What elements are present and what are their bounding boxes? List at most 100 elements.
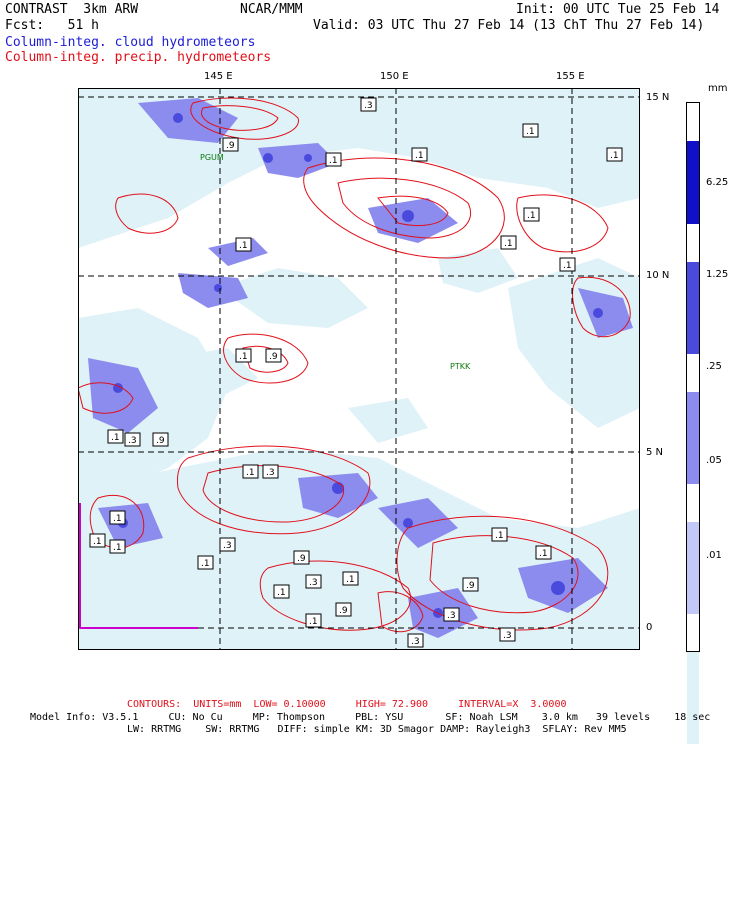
- field-precip-title: Column-integ. precip. hydrometeors: [5, 50, 272, 65]
- svg-text:.1: .1: [495, 531, 504, 541]
- contour-label: .1: [242, 464, 259, 479]
- svg-text:.3: .3: [223, 541, 232, 551]
- map-frame: [78, 88, 640, 650]
- contour-label: .1: [491, 527, 508, 542]
- svg-text:.3: .3: [364, 101, 373, 111]
- colorbar-bin: [687, 141, 699, 224]
- contour-info: CONTOURS: UNITS=mm LOW= 0.10000 HIGH= 72…: [127, 699, 567, 710]
- svg-text:.1: .1: [526, 127, 535, 137]
- colorbar-label-0-05: .05: [706, 455, 722, 466]
- contour-label: .9: [293, 550, 310, 565]
- contour-label: .1: [522, 123, 539, 138]
- contour-label: .1: [325, 152, 342, 167]
- cloud-shading-medium: [88, 98, 633, 638]
- colorbar-label-6-25: 6.25: [706, 177, 729, 188]
- colorbar: [686, 102, 700, 879]
- svg-text:.1: .1: [277, 588, 286, 598]
- svg-text:.3: .3: [503, 631, 512, 641]
- contour-label: .1: [235, 237, 252, 252]
- colorbar-bin: [687, 392, 699, 484]
- contour-label: .3: [407, 633, 424, 648]
- lat-lon-grid: [78, 88, 640, 650]
- lat-label-10n: 10 N: [646, 270, 670, 281]
- svg-text:.1: .1: [93, 537, 102, 547]
- contour-label: .9: [152, 432, 169, 447]
- lat-label-0: 0: [646, 622, 653, 633]
- contour-label: .1: [109, 510, 126, 525]
- svg-text:.3: .3: [411, 637, 420, 647]
- svg-text:.1: .1: [113, 514, 122, 524]
- svg-text:.1: .1: [111, 433, 120, 443]
- model-info-line-2: LW: RRTMG SW: RRTMG DIFF: simple KM: 3D …: [127, 724, 627, 735]
- colorbar-label-0-01: .01: [706, 550, 722, 561]
- svg-text:.3: .3: [128, 436, 137, 446]
- svg-text:.1: .1: [309, 617, 318, 627]
- contour-label: .1: [411, 147, 428, 162]
- svg-text:.1: .1: [329, 156, 338, 166]
- forecast-hour: Fcst: 51 h: [5, 18, 99, 33]
- contour-label: .3: [262, 464, 279, 479]
- contour-label: .3: [360, 97, 377, 112]
- svg-text:.1: .1: [246, 468, 255, 478]
- station-ptkk: PTKK: [450, 362, 471, 371]
- svg-text:.9: .9: [339, 606, 348, 616]
- contour-label: .3: [124, 432, 141, 447]
- svg-text:.1: .1: [113, 543, 122, 553]
- colorbar-bin: [687, 652, 699, 744]
- contour-label: .3: [305, 574, 322, 589]
- contour-label: .1: [235, 348, 252, 363]
- colorbar-bin: [687, 262, 699, 354]
- contour-label: .3: [499, 627, 516, 642]
- svg-text:.9: .9: [156, 436, 165, 446]
- station-pgum: PGUM: [200, 153, 224, 162]
- lat-label-5n: 5 N: [646, 447, 664, 458]
- valid-time: Valid: 03 UTC Thu 27 Feb 14 (13 ChT Thu …: [313, 18, 705, 33]
- svg-text:.1: .1: [563, 261, 572, 271]
- contour-label: .1: [197, 555, 214, 570]
- svg-text:.1: .1: [539, 549, 548, 559]
- colorbar-label-0-25: .25: [706, 361, 722, 372]
- colorbar-bin: [687, 522, 699, 614]
- contour-label: .9: [335, 602, 352, 617]
- contour-label: .1: [535, 545, 552, 560]
- field-cloud-title: Column-integ. cloud hydrometeors: [5, 35, 256, 50]
- svg-text:.9: .9: [466, 581, 475, 591]
- model-info-line-1: Model Info: V3.5.1 CU: No Cu MP: Thompso…: [30, 712, 711, 723]
- lon-label-155: 155 E: [556, 71, 585, 82]
- contour-label: .1: [342, 571, 359, 586]
- contour-label: .3: [219, 537, 236, 552]
- contour-label: .9: [222, 137, 239, 152]
- institution-label: NCAR/MMM: [240, 2, 303, 17]
- svg-text:.1: .1: [201, 559, 210, 569]
- svg-text:.9: .9: [269, 352, 278, 362]
- contour-label: .1: [109, 539, 126, 554]
- svg-text:.3: .3: [447, 611, 456, 621]
- contour-label: .1: [559, 257, 576, 272]
- contour-label: .1: [500, 235, 517, 250]
- contour-label: .1: [523, 207, 540, 222]
- contour-label: .1: [107, 429, 124, 444]
- precip-contours: [78, 97, 631, 633]
- lat-label-15n: 15 N: [646, 92, 670, 103]
- contour-label: .1: [305, 613, 322, 628]
- contour-label: .9: [462, 577, 479, 592]
- colorbar-label-1-25: 1.25: [706, 269, 729, 280]
- svg-text:.1: .1: [527, 211, 536, 221]
- model-title: CONTRAST 3km ARW: [5, 2, 139, 17]
- svg-text:.1: .1: [346, 575, 355, 585]
- svg-text:.1: .1: [239, 241, 248, 251]
- contour-label: .9: [265, 348, 282, 363]
- svg-text:.1: .1: [504, 239, 513, 249]
- svg-text:.1: .1: [610, 151, 619, 161]
- coast-boundary: [79, 503, 198, 629]
- svg-text:.9: .9: [297, 554, 306, 564]
- contour-label-group: .3 .9 .1 .1 .1 .1 .1 .1 .1 .1 .1 .9 .1 .…: [89, 97, 623, 648]
- svg-text:.9: .9: [226, 141, 235, 151]
- contour-label: .3: [443, 607, 460, 622]
- svg-text:.3: .3: [309, 578, 318, 588]
- colorbar-bin: [687, 782, 699, 879]
- lon-label-145: 145 E: [204, 71, 233, 82]
- colorbar-unit: mm: [708, 83, 728, 94]
- lon-label-150: 150 E: [380, 71, 409, 82]
- contour-label: .1: [89, 533, 106, 548]
